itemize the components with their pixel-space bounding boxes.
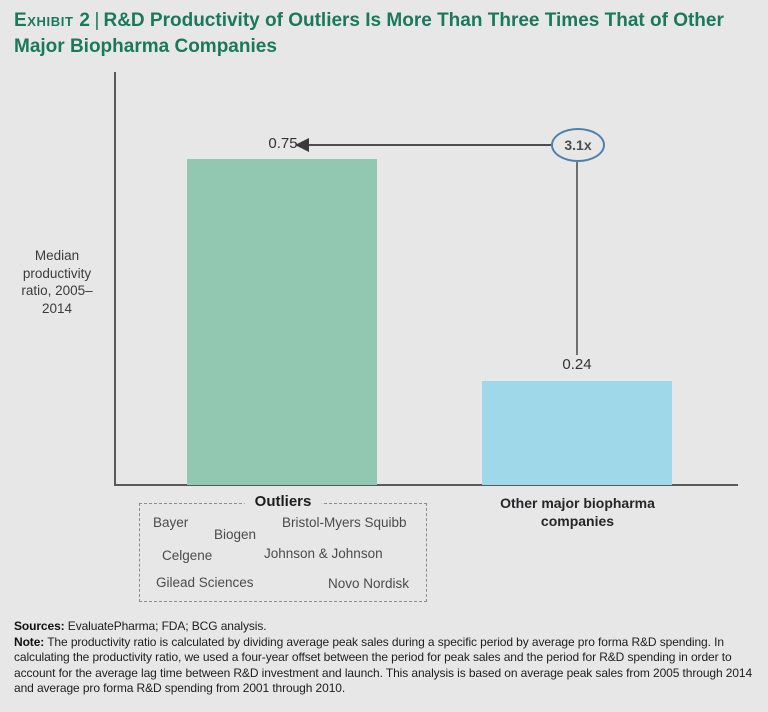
sources-line: Sources: EvaluatePharma; FDA; BCG analys… — [14, 619, 762, 635]
company-label: Gilead Sciences — [156, 575, 254, 590]
page-title: Exhibit 2 | R&D Productivity of Outliers I… — [14, 8, 762, 60]
category-label-other-major: Other major biopharma companies — [500, 495, 655, 530]
arrow-left-icon — [295, 138, 309, 152]
company-label: Biogen — [214, 527, 257, 542]
company-label: Bayer — [153, 515, 189, 530]
category-label-outliers: Outliers — [244, 493, 322, 510]
company-label: Celgene — [162, 548, 213, 563]
note-text: The productivity ratio is calculated by … — [14, 634, 753, 696]
y-axis-label: Median productivity ratio, 2005–2014 — [21, 248, 93, 316]
title-separator: | — [94, 10, 100, 31]
title-text: R&D Productivity of Outliers Is More Tha… — [14, 10, 724, 58]
footer-notes: Sources: EvaluatePharma; FDA; BCG analys… — [14, 619, 762, 697]
x-axis-line — [114, 484, 738, 486]
outliers-companies-box: Outliers Bayer Biogen Bristol-Myers Squi… — [139, 493, 427, 602]
multiplier-arrow-line — [308, 144, 551, 146]
sources-label: Sources: — [14, 619, 65, 633]
value-label-outliers: 0.75 — [268, 135, 298, 152]
bar-other-major — [482, 381, 672, 485]
bar-outliers — [187, 159, 377, 485]
company-label: Novo Nordisk — [328, 576, 410, 591]
note-line: Note: The productivity ratio is calculat… — [14, 635, 762, 697]
multiplier-badge: 3.1x — [551, 128, 605, 162]
exhibit-label: Exhibit 2 — [14, 10, 91, 31]
sources-text: EvaluatePharma; FDA; BCG analysis. — [67, 619, 267, 633]
y-axis-line — [114, 72, 116, 486]
company-label: Johnson & Johnson — [264, 546, 383, 561]
note-label: Note: — [14, 634, 45, 649]
multiplier-connector-line — [576, 162, 578, 355]
value-label-other-major: 0.24 — [562, 356, 592, 373]
company-label: Bristol-Myers Squibb — [282, 515, 407, 530]
